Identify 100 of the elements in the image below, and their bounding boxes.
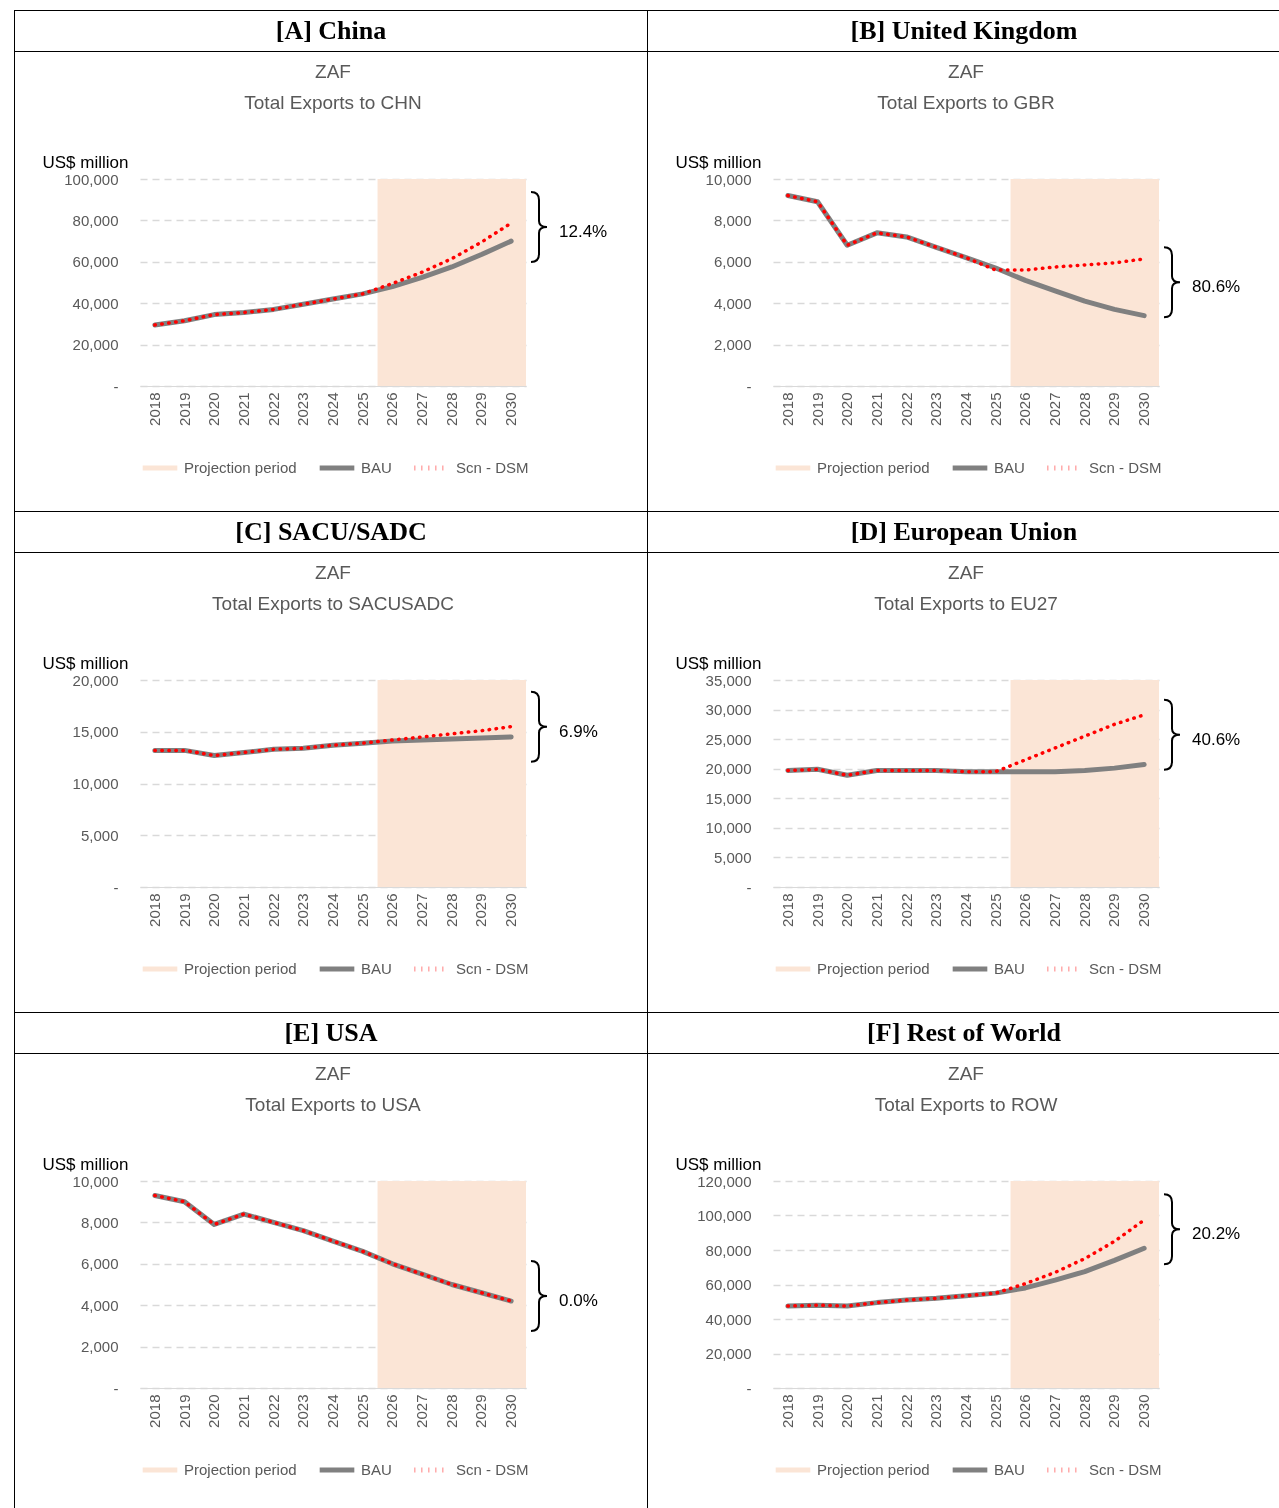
x-tick-label: 2018 (145, 893, 163, 927)
chart-title: [D] European Union (648, 512, 1279, 553)
y-axis-title: US$ million (675, 1154, 762, 1174)
text: 80.6% (1192, 277, 1241, 297)
x-tick-label: 2030 (502, 893, 520, 927)
x-tick-label: 2021 (234, 1394, 252, 1428)
chart-subtitle: ZAF Total Exports to USA (245, 1063, 421, 1115)
x-tick-label: 2019 (175, 392, 193, 426)
x-tick-label: 2023 (294, 1394, 312, 1428)
legend-label: Projection period (817, 960, 930, 977)
x-tick-label: 2020 (838, 1394, 856, 1428)
legend-label: Scn - DSM (456, 459, 529, 476)
x-tick-label: 2024 (957, 392, 974, 426)
y-tick-label: 10,000 (72, 1172, 119, 1190)
chart-title: [C] SACU/SADC (15, 512, 647, 553)
x-tick-label: 2019 (808, 1394, 826, 1428)
x-tick-label: 2019 (808, 893, 826, 927)
legend-label: Projection period (184, 1461, 297, 1478)
x-tick-label: 2024 (324, 893, 341, 927)
x-tick-label: 2028 (1075, 893, 1093, 927)
x-tick-label: 2025 (986, 392, 1004, 426)
x-tick-label: 2022 (264, 1394, 282, 1428)
x-tick-label: 2023 (927, 893, 945, 927)
x-tick-label: 2018 (145, 392, 163, 426)
y-tick-label: 100,000 (64, 170, 119, 188)
y-tick-label: 120,000 (697, 1172, 752, 1190)
x-tick-label: 2022 (897, 893, 915, 927)
y-axis-title: US$ million (42, 1154, 129, 1174)
y-tick-label: 4,000 (80, 1296, 119, 1314)
y-tick-label: 10,000 (72, 775, 119, 792)
legend-label: Projection period (184, 960, 297, 977)
x-tick-label: 2028 (442, 1394, 460, 1428)
text: 20.2% (1192, 1224, 1241, 1244)
x-tick-label: 2029 (472, 893, 490, 927)
y-tick-label: 15,000 (72, 723, 119, 741)
x-tick-label: 2024 (957, 1394, 974, 1428)
legend-label: Scn - DSM (1089, 1461, 1162, 1478)
y-tick-label: 10,000 (705, 170, 752, 188)
chart-subtitle: ZAF Total Exports to GBR (877, 61, 1055, 113)
y-tick-label: 15,000 (705, 789, 752, 807)
x-tick-label: 2026 (1016, 893, 1034, 927)
x-tick-label: 2028 (442, 392, 460, 426)
y-tick-label: 5,000 (713, 848, 752, 866)
y-tick-label: - (113, 878, 119, 896)
y-tick-label: 20,000 (72, 336, 119, 354)
x-tick-label: 2020 (205, 893, 223, 927)
y-tick-label: 25,000 (705, 730, 752, 748)
x-tick-label: 2023 (294, 392, 312, 426)
y-tick-label: - (746, 377, 752, 395)
x-tick-label: 2019 (175, 1394, 193, 1428)
x-tick-label: 2021 (867, 893, 885, 927)
x-tick-label: 2027 (1046, 893, 1064, 927)
x-tick-label: 2021 (234, 392, 252, 426)
legend-label: BAU (361, 960, 392, 977)
legend-label: BAU (361, 1461, 392, 1478)
x-tick-label: 2029 (1105, 893, 1123, 927)
x-tick-label: 2027 (413, 392, 431, 426)
x-tick-label: 2018 (778, 392, 796, 426)
text: 0.0% (559, 1291, 598, 1311)
y-axis-title: US$ million (675, 152, 762, 172)
x-tick-label: 2021 (867, 1394, 885, 1428)
text: 12.4% (559, 222, 608, 242)
x-tick-label: 2026 (383, 1394, 401, 1428)
x-tick-label: 2019 (175, 893, 193, 927)
chart-subtitle: ZAF Total Exports to CHN (244, 61, 422, 113)
chart-subtitle: ZAF Total Exports to ROW (874, 1063, 1058, 1115)
legend-label: BAU (994, 960, 1025, 977)
x-tick-label: 2020 (838, 392, 856, 426)
y-tick-label: 20,000 (72, 671, 119, 689)
legend-label: Scn - DSM (1089, 459, 1162, 476)
x-tick-label: 2030 (1135, 1394, 1153, 1428)
y-tick-label: 80,000 (72, 211, 119, 229)
x-tick-label: 2021 (867, 392, 885, 426)
x-tick-label: 2025 (986, 1394, 1004, 1428)
y-tick-label: 6,000 (80, 1255, 119, 1273)
legend-label: Scn - DSM (456, 960, 529, 977)
chart-subtitle: ZAF Total Exports to SACUSADC (212, 562, 454, 614)
y-tick-label: 8,000 (80, 1213, 119, 1231)
x-tick-label: 2025 (353, 893, 371, 927)
y-tick-label: 2,000 (713, 336, 752, 354)
legend-label: Scn - DSM (456, 1461, 529, 1478)
text: 6.9% (559, 721, 598, 741)
y-tick-label: 6,000 (713, 253, 752, 271)
y-tick-label: 10,000 (705, 819, 752, 837)
text: 40.6% (1192, 729, 1241, 749)
x-tick-label: 2018 (145, 1394, 163, 1428)
y-tick-label: 2,000 (80, 1338, 119, 1356)
x-tick-label: 2026 (1016, 392, 1034, 426)
x-tick-label: 2027 (1046, 392, 1064, 426)
y-tick-label: - (746, 1379, 752, 1397)
x-tick-label: 2022 (264, 893, 282, 927)
chart-title: [E] USA (15, 1013, 647, 1054)
x-tick-label: 2029 (1105, 392, 1123, 426)
x-tick-label: 2023 (294, 893, 312, 927)
y-axis-title: US$ million (42, 653, 129, 673)
x-tick-label: 2029 (1105, 1394, 1123, 1428)
x-tick-label: 2023 (927, 392, 945, 426)
x-tick-label: 2019 (808, 392, 826, 426)
legend-label: Scn - DSM (1089, 960, 1162, 977)
chart-subtitle: ZAF Total Exports to EU27 (874, 562, 1058, 614)
